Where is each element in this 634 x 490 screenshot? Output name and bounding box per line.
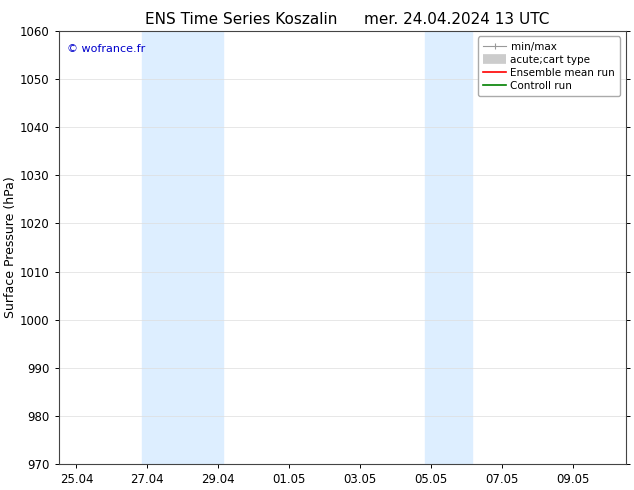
Bar xyxy=(425,31,472,464)
Text: ENS Time Series Koszalin: ENS Time Series Koszalin xyxy=(145,12,337,27)
Text: mer. 24.04.2024 13 UTC: mer. 24.04.2024 13 UTC xyxy=(364,12,549,27)
Legend: min/max, acute;cart type, Ensemble mean run, Controll run: min/max, acute;cart type, Ensemble mean … xyxy=(478,36,621,96)
Bar xyxy=(142,31,224,464)
Y-axis label: Surface Pressure (hPa): Surface Pressure (hPa) xyxy=(4,176,17,318)
Text: © wofrance.fr: © wofrance.fr xyxy=(67,44,145,54)
